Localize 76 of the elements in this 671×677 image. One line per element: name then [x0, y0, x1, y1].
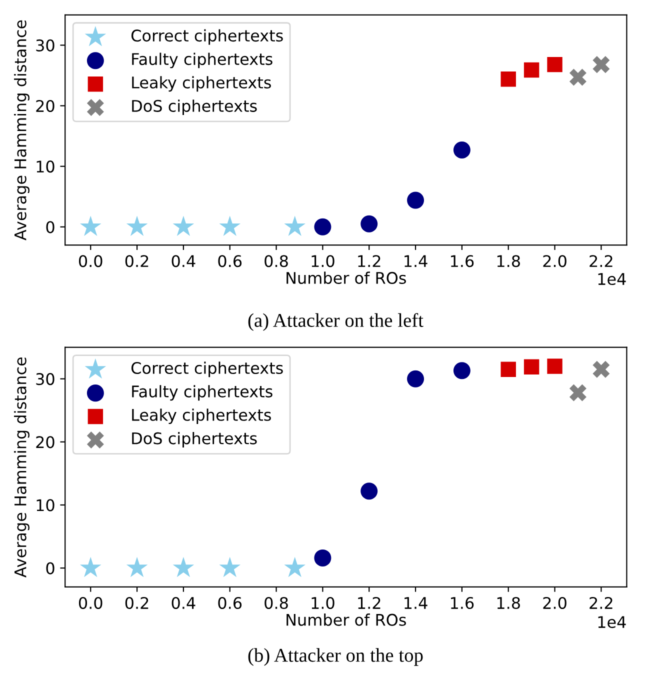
legend-label: Leaky ciphertexts: [132, 408, 271, 424]
text: 1e4: [598, 273, 626, 286]
legend-label: DoS ciphertexts: [132, 432, 257, 448]
x-tick-label: 1.4: [404, 597, 428, 609]
point: [80, 556, 102, 578]
text: (a) Attacker on the left: [248, 313, 424, 331]
x-tick-label: 0.0: [78, 596, 102, 610]
point: [407, 370, 424, 388]
x-tick-label: 2.2: [590, 255, 612, 267]
x-tick-label: 1.2: [358, 596, 380, 609]
point: [500, 71, 516, 87]
point: [314, 549, 332, 566]
y-tick-label: 0: [46, 221, 54, 234]
point: [360, 482, 378, 500]
point: [407, 192, 424, 209]
point: [284, 216, 306, 236]
x-tick-label: 1.6: [450, 596, 474, 610]
x-axis-title: Number of ROs: [286, 272, 406, 284]
point: [453, 362, 470, 380]
y-tick-label: 20: [36, 436, 54, 448]
legend-label: Leaky ciphertexts: [132, 76, 271, 92]
legend-label: Faulty ciphertexts: [132, 385, 272, 401]
x-tick-label: 1.0: [312, 255, 334, 268]
point: [284, 556, 306, 578]
point: [592, 360, 610, 378]
x-tick-label: 0.4: [172, 255, 196, 268]
x-tick-label: 1.8: [497, 255, 520, 268]
y-tick-label: 10: [36, 499, 54, 512]
x-tick-label: 1.8: [497, 596, 520, 610]
legend-label: Correct ciphertexts: [131, 362, 283, 378]
point: [500, 362, 516, 377]
point: [172, 556, 194, 578]
point: [172, 216, 194, 236]
point: [524, 62, 540, 78]
x-tick-label: 0.6: [218, 255, 242, 268]
x-tick-label: 0.2: [125, 255, 148, 268]
y-axis-title: Average Hamming distance: [14, 20, 30, 240]
x-tick-label: 1.4: [404, 255, 428, 267]
point: [547, 56, 562, 72]
point: [569, 384, 586, 402]
x-tick-label: 1.2: [358, 255, 380, 267]
point: [80, 216, 102, 236]
y-tick-label: 10: [36, 160, 54, 173]
x-tick-label: 2.0: [543, 255, 566, 268]
x-tick-label: 0.4: [172, 596, 196, 610]
y-axis-title: Average Hamming distance: [14, 357, 30, 578]
point: [314, 218, 332, 236]
x-tick-label: 0.0: [78, 255, 102, 268]
y-tick-label: 0: [46, 562, 54, 574]
point: [219, 216, 241, 236]
legend-label: DoS ciphertexts: [132, 100, 257, 116]
y-tick-label: 20: [36, 100, 54, 112]
point: [569, 68, 586, 86]
text: 1e4: [598, 616, 626, 628]
x-tick-label: 0.2: [125, 596, 148, 610]
point: [360, 215, 378, 232]
x-tick-label: 0.8: [264, 596, 288, 610]
x-tick-label: 2.2: [590, 596, 612, 609]
point: [524, 359, 540, 374]
point: [126, 216, 148, 236]
legend-label: Faulty ciphertexts: [132, 52, 272, 68]
text: (b) Attacker on the top: [248, 648, 423, 666]
x-tick-label: 1.0: [312, 596, 334, 610]
y-tick-label: 30: [36, 373, 54, 386]
point: [547, 358, 562, 374]
x-tick-label: 1.6: [450, 255, 474, 268]
y-tick-label: 30: [36, 39, 54, 52]
legend-label: Correct ciphertexts: [131, 29, 283, 45]
x-tick-label: 0.6: [218, 596, 242, 610]
point: [592, 56, 610, 74]
point: [219, 556, 241, 578]
x-tick-label: 0.8: [264, 255, 288, 268]
point: [453, 141, 470, 158]
x-tick-label: 2.0: [543, 596, 566, 610]
point: [126, 556, 148, 578]
x-axis-title: Number of ROs: [286, 614, 406, 626]
